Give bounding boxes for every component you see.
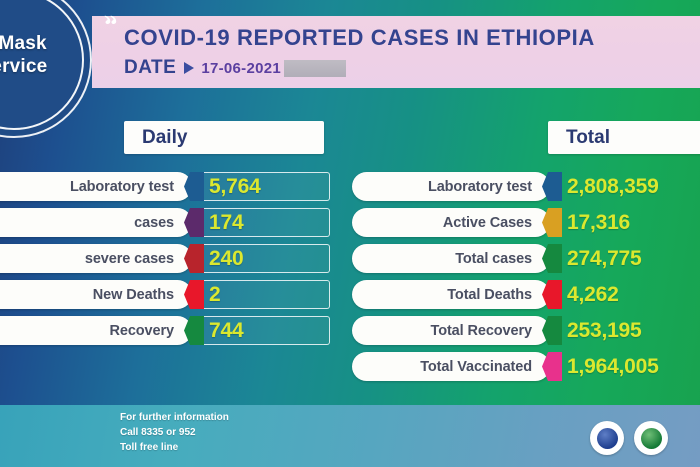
stat-value-box: 5,764 (204, 172, 330, 201)
chevron-left-icon (542, 244, 562, 273)
stat-value-box: 174 (204, 208, 330, 237)
stat-label-pill: Laboratory test (0, 172, 192, 201)
stat-row: Total cases 274,775 (352, 244, 700, 273)
badge-line-2: service (0, 56, 48, 78)
stat-value-box: 2,808,359 (562, 172, 700, 201)
stat-value: 2 (209, 282, 221, 306)
stat-label: Recovery (109, 322, 175, 339)
stat-value: 5,764 (209, 174, 261, 198)
stat-row: Total Deaths 4,262 (352, 280, 700, 309)
stat-label-pill: cases (0, 208, 192, 237)
stat-label: Active Cases (442, 214, 532, 231)
stat-row: Total Recovery 253,195 (352, 316, 700, 345)
stat-label-pill: Recovery (0, 316, 192, 345)
footer-line-2: Call 8335 or 952 (120, 427, 196, 438)
stat-value: 17,316 (567, 210, 631, 234)
stat-label: cases (134, 214, 174, 231)
ministry-of-health-logo-icon (640, 427, 662, 449)
stat-row: cases 174 (0, 208, 330, 237)
date-value: 17-06-2021 (201, 59, 282, 77)
stat-row: Laboratory test 2,808,359 (352, 172, 700, 201)
chevron-left-icon (542, 352, 562, 381)
chevron-left-icon (184, 316, 204, 345)
stat-value: 744 (209, 318, 244, 342)
chevron-left-icon (542, 208, 562, 237)
stat-row: Total Vaccinated 1,964,005 (352, 352, 700, 381)
footer-logos (590, 421, 668, 455)
chevron-left-icon (184, 208, 204, 237)
stat-label-pill: Laboratory test (352, 172, 550, 201)
quote-mark-icon: “ (104, 10, 118, 40)
footer-band (0, 405, 700, 467)
stat-label: Total Vaccinated (420, 358, 532, 375)
who-logo-icon (596, 427, 618, 449)
stat-row: severe cases 240 (0, 244, 330, 273)
chevron-left-icon (542, 172, 562, 201)
stat-label-pill: Total Deaths (352, 280, 550, 309)
stat-label-pill: severe cases (0, 244, 192, 273)
caret-right-icon (184, 62, 195, 74)
stat-value: 174 (209, 210, 244, 234)
badge-text: o Mask service (0, 32, 90, 78)
stat-label: Total cases (455, 250, 532, 267)
page-title: COVID-19 REPORTED CASES IN ETHIOPIA (124, 25, 595, 50)
stat-label: New Deaths (92, 286, 174, 303)
chevron-left-icon (184, 280, 204, 309)
chevron-left-icon (184, 244, 204, 273)
stat-value-box: 253,195 (562, 316, 700, 345)
stat-label-pill: Active Cases (352, 208, 550, 237)
daily-column-header: Daily (124, 121, 324, 154)
total-stats-column: Laboratory test 2,808,359 Active Cases 17,3… (352, 172, 700, 388)
header-banner: COVID-19 REPORTED CASES IN ETHIOPIA DATE… (92, 16, 700, 88)
stat-row: Active Cases 17,316 (352, 208, 700, 237)
stat-label-pill: New Deaths (0, 280, 192, 309)
stat-label: severe cases (84, 250, 174, 267)
footer-line-3: Toll free line (120, 442, 179, 453)
stat-row: Recovery 744 (0, 316, 330, 345)
stat-label-pill: Total Vaccinated (352, 352, 550, 381)
stat-value-box: 274,775 (562, 244, 700, 273)
stat-value-box: 1,964,005 (562, 352, 700, 381)
date-row: DATE 17-06-2021 (124, 57, 347, 79)
stat-value: 253,195 (567, 318, 642, 342)
stat-row: New Deaths 2 (0, 280, 330, 309)
stat-label: Laboratory test (69, 178, 174, 195)
footer-line-1: For further information (120, 412, 229, 423)
stat-label-pill: Total Recovery (352, 316, 550, 345)
total-column-header: Total (548, 121, 700, 154)
stat-label-pill: Total cases (352, 244, 550, 273)
stat-label: Total Deaths (447, 286, 532, 303)
stat-row: Laboratory test 5,764 (0, 172, 330, 201)
stat-value: 1,964,005 (567, 354, 659, 378)
stat-label: Laboratory test (427, 178, 532, 195)
date-label: DATE (124, 57, 177, 78)
date-redaction-bar (284, 59, 347, 77)
stat-value: 274,775 (567, 246, 642, 270)
stat-value-box: 240 (204, 244, 330, 273)
footer-contact-info: For further information Call 8335 or 952… (120, 410, 229, 455)
stat-value-box: 2 (204, 280, 330, 309)
chevron-left-icon (542, 280, 562, 309)
stat-value-box: 4,262 (562, 280, 700, 309)
stat-value: 4,262 (567, 282, 619, 306)
stat-value-box: 744 (204, 316, 330, 345)
no-mask-no-service-badge: o Mask service (0, 0, 90, 136)
stat-value: 2,808,359 (567, 174, 659, 198)
total-column-header-label: Total (566, 126, 610, 148)
chevron-left-icon (184, 172, 204, 201)
chevron-left-icon (542, 316, 562, 345)
stat-label: Total Recovery (430, 322, 533, 339)
stat-value-box: 17,316 (562, 208, 700, 237)
ministry-of-health-logo (634, 421, 668, 455)
daily-stats-column: Laboratory test 5,764 cases 174 severe cases… (0, 172, 330, 352)
who-logo (590, 421, 624, 455)
badge-line-1: o Mask (0, 33, 47, 54)
daily-column-header-label: Daily (142, 126, 188, 148)
stat-value: 240 (209, 246, 244, 270)
